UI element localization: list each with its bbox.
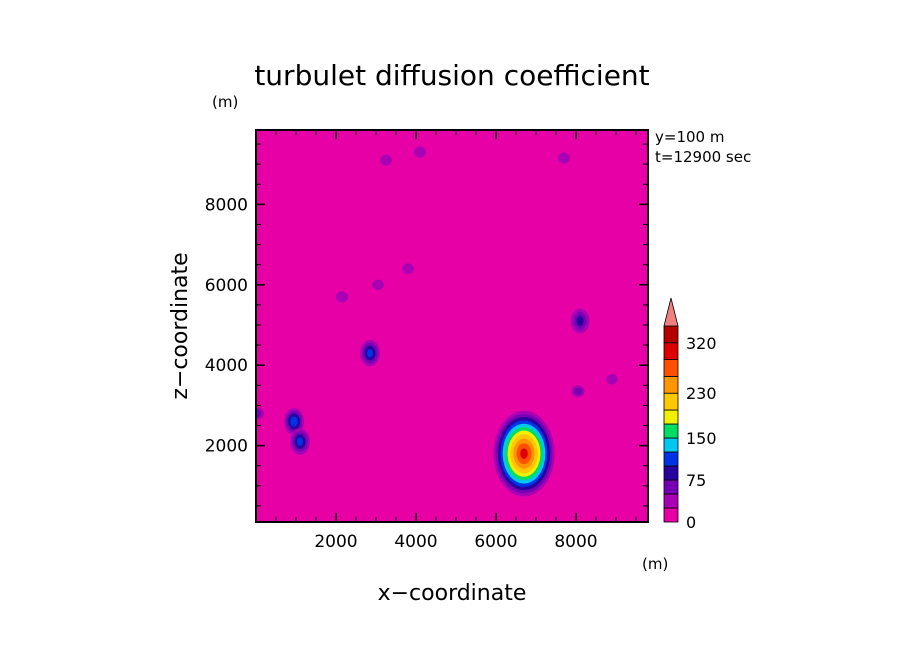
colorbar-segment: [663, 479, 679, 495]
y-axis-label: z−coordinate: [168, 252, 193, 399]
contour-feature: [606, 373, 618, 385]
colorbar-segment: [663, 359, 679, 377]
colorbar-segment: [663, 409, 679, 425]
contour-level: [366, 349, 374, 358]
x-tick-label: 4000: [394, 532, 437, 552]
contour-level: [372, 279, 384, 291]
annotation-t: t=12900 sec: [655, 148, 751, 166]
contour-level: [290, 416, 298, 427]
colorbar-segment: [663, 465, 679, 481]
contour-feature: [290, 428, 310, 455]
colorbar-segment: [663, 392, 679, 411]
colorbar-segment: [663, 325, 679, 344]
contour-feature: [413, 146, 427, 158]
contour-feature: [557, 152, 571, 164]
y-tick-label: 4000: [205, 356, 248, 376]
colorbar-label: 150: [686, 429, 717, 448]
contour-level: [256, 409, 262, 418]
colorbar: 0 75 150 230 320: [663, 297, 717, 532]
y-tick-label: 6000: [205, 276, 248, 296]
contour-level: [573, 387, 583, 396]
contour-level: [335, 291, 349, 303]
colorbar-label: 0: [686, 513, 696, 532]
contour-feature: [372, 279, 384, 291]
contour-feature: [402, 263, 414, 275]
x-tick-label: 2000: [314, 532, 357, 552]
contour-level: [520, 448, 528, 459]
contour-feature: [493, 410, 555, 497]
plot-frame: [255, 129, 649, 523]
colorbar-segment: [663, 375, 679, 394]
colorbar-label: 230: [686, 384, 717, 403]
contour-feature: [256, 407, 264, 420]
colorbar-segment: [663, 342, 679, 360]
chart-title: turbulet diffusion coefficient: [254, 59, 649, 92]
x-tick-label: 6000: [474, 532, 517, 552]
x-tick-label: 8000: [554, 532, 597, 552]
x-unit-label: (m): [642, 555, 668, 573]
contour-level: [402, 263, 414, 275]
colorbar-segment: [663, 423, 679, 439]
contour-feature: [335, 291, 349, 303]
colorbar-segment: [663, 437, 679, 453]
contour-feature: [570, 308, 590, 334]
contour-level: [379, 154, 393, 166]
contour-feature: [360, 339, 380, 367]
colorbar-label: 75: [686, 471, 706, 490]
annotation-y: y=100 m: [655, 128, 724, 146]
colorbar-segment: [663, 493, 679, 509]
contour-level: [606, 373, 618, 385]
contour-level: [413, 146, 427, 158]
contour-feature: [379, 154, 393, 166]
contour-feature: [283, 408, 305, 435]
x-axis-label: x−coordinate: [378, 581, 527, 606]
colorbar-segment: [663, 507, 679, 523]
y-tick-label: 2000: [205, 437, 248, 457]
contour-feature: [571, 385, 585, 398]
contour-level: [576, 316, 584, 326]
contour-level: [296, 437, 304, 446]
axes: 2000 4000 6000 8000 2000 4000 6000 8000: [205, 130, 648, 552]
colorbar-segment: [663, 451, 679, 467]
y-unit-label: (m): [212, 93, 238, 111]
contour-level: [557, 152, 571, 164]
y-tick-label: 8000: [205, 195, 248, 215]
colorbar-extend-arrow: [663, 297, 679, 327]
plot-area: [256, 130, 648, 522]
field-background: [256, 130, 648, 522]
colorbar-label: 320: [686, 334, 717, 353]
